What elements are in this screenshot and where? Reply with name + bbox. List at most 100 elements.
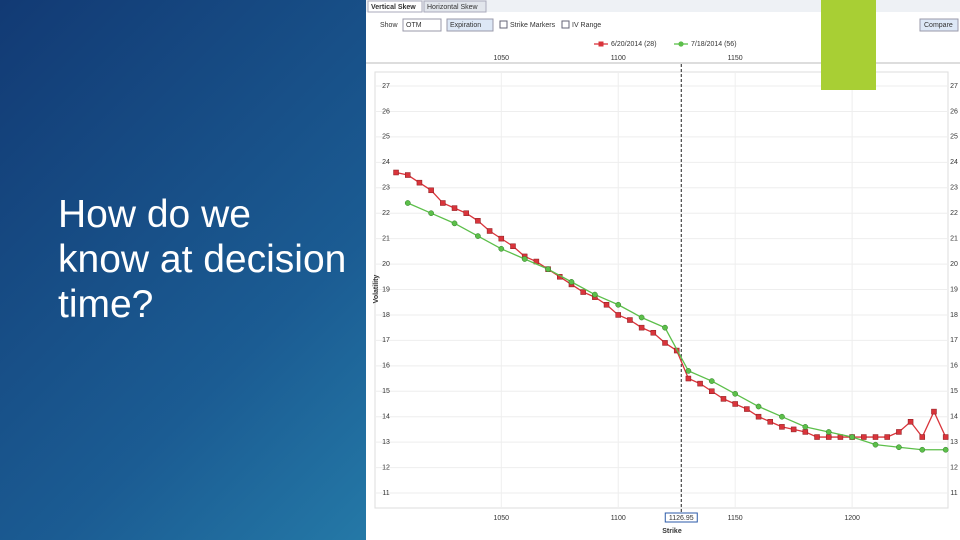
marker bbox=[802, 429, 809, 435]
legend-label: 6/20/2014 (28) bbox=[611, 41, 657, 48]
checkbox-label[interactable]: IV Range bbox=[572, 22, 601, 29]
y-tick-label: 13 bbox=[382, 439, 390, 446]
marker bbox=[779, 424, 785, 430]
legend-marker bbox=[678, 41, 684, 47]
marker bbox=[638, 324, 645, 331]
legend-marker bbox=[598, 41, 604, 47]
marker bbox=[451, 220, 458, 227]
marker bbox=[861, 434, 867, 440]
y2-tick-label: 23 bbox=[950, 185, 958, 192]
marker bbox=[440, 200, 446, 206]
tab-label[interactable]: Horizontal Skew bbox=[427, 4, 479, 11]
marker bbox=[790, 426, 797, 433]
marker bbox=[591, 291, 598, 298]
marker bbox=[510, 243, 516, 250]
marker bbox=[919, 446, 926, 453]
y2-tick-label: 26 bbox=[950, 108, 958, 115]
y2-tick-label: 16 bbox=[950, 363, 958, 370]
marker bbox=[615, 301, 622, 308]
tab[interactable] bbox=[423, 0, 487, 13]
marker bbox=[486, 228, 493, 234]
marker bbox=[685, 368, 692, 374]
marker bbox=[428, 210, 434, 217]
marker bbox=[825, 434, 832, 440]
y2-tick-label: 18 bbox=[950, 312, 958, 319]
marker bbox=[755, 413, 762, 420]
y-tick-label: 16 bbox=[382, 363, 390, 370]
y2-tick-label: 27 bbox=[950, 83, 958, 90]
tab-label[interactable]: Vertical Skew bbox=[371, 4, 416, 11]
y-tick-label: 17 bbox=[382, 337, 390, 344]
marker bbox=[662, 324, 668, 331]
marker bbox=[697, 380, 703, 387]
y-tick-label: 15 bbox=[382, 388, 390, 395]
marker bbox=[802, 424, 809, 430]
y2-tick-label: 12 bbox=[950, 464, 958, 471]
marker bbox=[428, 187, 434, 194]
x-tick-label: 1050 bbox=[494, 515, 510, 522]
tab[interactable] bbox=[367, 0, 423, 13]
y-tick-label: 11 bbox=[382, 490, 389, 497]
y2-tick-label: 24 bbox=[950, 159, 958, 166]
marker bbox=[744, 406, 750, 412]
y-tick-label: 20 bbox=[382, 261, 390, 268]
y-tick-label: 19 bbox=[382, 286, 390, 293]
x-tick-label: 1150 bbox=[728, 55, 743, 62]
y2-tick-label: 15 bbox=[950, 388, 958, 395]
marker bbox=[942, 434, 949, 440]
marker bbox=[545, 266, 551, 272]
mode-label[interactable]: Expiration bbox=[450, 22, 481, 29]
marker bbox=[416, 179, 423, 186]
accent-block bbox=[821, 0, 876, 90]
y-tick-label: 14 bbox=[382, 414, 390, 421]
y2-tick-label: 14 bbox=[950, 414, 958, 421]
marker bbox=[603, 302, 610, 308]
marker bbox=[463, 210, 469, 216]
marker bbox=[732, 390, 739, 397]
x-axis-label: Strike bbox=[662, 528, 682, 535]
y-tick-label: 24 bbox=[382, 159, 390, 166]
marker bbox=[580, 289, 586, 295]
marker bbox=[498, 235, 505, 242]
marker bbox=[931, 408, 937, 415]
y2-tick-label: 22 bbox=[950, 210, 958, 217]
y2-tick-label: 21 bbox=[950, 235, 958, 242]
marker bbox=[404, 200, 411, 206]
compare-label[interactable]: Compare bbox=[924, 22, 953, 29]
checkbox[interactable] bbox=[561, 20, 570, 29]
marker bbox=[872, 441, 879, 448]
checkbox-label[interactable]: Strike Markers bbox=[510, 22, 556, 29]
dropdown-value[interactable]: OTM bbox=[406, 22, 422, 29]
y-tick-label: 25 bbox=[382, 134, 390, 141]
legend-label: 7/18/2014 (56) bbox=[691, 41, 737, 48]
marker bbox=[451, 205, 458, 211]
y-tick-label: 27 bbox=[382, 83, 390, 90]
y2-tick-label: 11 bbox=[950, 490, 957, 497]
marker bbox=[732, 401, 738, 407]
y2-tick-label: 20 bbox=[950, 261, 958, 268]
marker bbox=[825, 429, 832, 435]
marker bbox=[896, 444, 902, 451]
marker bbox=[475, 233, 481, 239]
marker bbox=[568, 279, 575, 285]
marker bbox=[942, 446, 949, 453]
checkbox[interactable] bbox=[499, 20, 508, 29]
marker bbox=[779, 413, 785, 420]
marker bbox=[662, 340, 668, 346]
marker bbox=[709, 388, 715, 394]
y2-tick-label: 13 bbox=[950, 439, 958, 446]
y2-tick-label: 19 bbox=[950, 286, 958, 293]
y2-tick-label: 25 bbox=[950, 134, 958, 141]
mode-button[interactable] bbox=[446, 18, 494, 32]
show-label: Show bbox=[380, 22, 398, 29]
y-axis-label: Volatility bbox=[373, 275, 380, 304]
marker bbox=[393, 169, 399, 176]
x-tick-label: 1100 bbox=[611, 515, 626, 522]
compare-button[interactable] bbox=[919, 18, 959, 32]
marker bbox=[521, 256, 528, 262]
dropdown[interactable] bbox=[402, 18, 442, 32]
x-tick-label: 1100 bbox=[611, 55, 626, 62]
y2-tick-label: 17 bbox=[950, 337, 958, 344]
marker bbox=[498, 245, 505, 252]
